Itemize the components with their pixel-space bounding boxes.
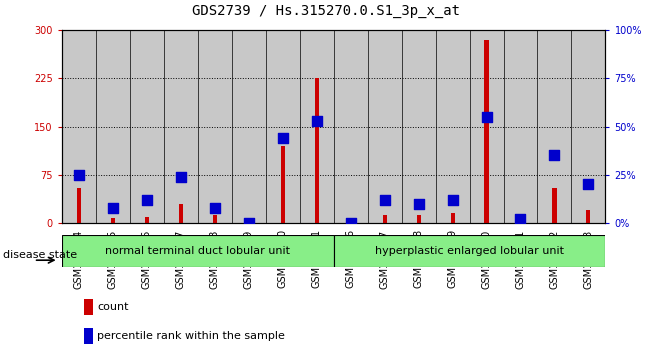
- Bar: [368, 30, 402, 223]
- Text: count: count: [97, 302, 129, 313]
- Point: [210, 205, 220, 210]
- Bar: [281, 146, 284, 223]
- Bar: [266, 30, 299, 223]
- Point: [583, 182, 594, 187]
- Bar: [450, 213, 454, 223]
- Bar: [314, 78, 319, 223]
- Text: hyperplastic enlarged lobular unit: hyperplastic enlarged lobular unit: [375, 246, 564, 256]
- Bar: [587, 210, 590, 223]
- Bar: [198, 30, 232, 223]
- Bar: [333, 235, 605, 267]
- Point: [447, 197, 458, 203]
- Bar: [232, 30, 266, 223]
- Bar: [164, 30, 198, 223]
- Bar: [402, 30, 436, 223]
- Bar: [538, 30, 572, 223]
- Bar: [96, 30, 130, 223]
- Point: [243, 220, 254, 226]
- Point: [413, 201, 424, 207]
- Bar: [553, 188, 557, 223]
- Bar: [436, 30, 469, 223]
- Bar: [83, 328, 93, 344]
- Bar: [484, 40, 488, 223]
- Bar: [417, 215, 421, 223]
- Bar: [299, 30, 333, 223]
- Bar: [503, 30, 538, 223]
- Bar: [145, 217, 149, 223]
- Point: [481, 114, 492, 120]
- Point: [107, 205, 118, 210]
- Bar: [213, 215, 217, 223]
- Text: GDS2739 / Hs.315270.0.S1_3p_x_at: GDS2739 / Hs.315270.0.S1_3p_x_at: [191, 4, 460, 18]
- Bar: [333, 30, 368, 223]
- Point: [311, 118, 322, 124]
- Bar: [62, 235, 333, 267]
- Bar: [77, 188, 81, 223]
- Point: [176, 174, 186, 179]
- Text: percentile rank within the sample: percentile rank within the sample: [97, 331, 285, 341]
- Bar: [111, 218, 115, 223]
- Bar: [83, 299, 93, 315]
- Point: [380, 197, 390, 203]
- Bar: [383, 215, 387, 223]
- Bar: [518, 218, 523, 223]
- Point: [549, 153, 560, 158]
- Point: [141, 197, 152, 203]
- Text: normal terminal duct lobular unit: normal terminal duct lobular unit: [105, 246, 290, 256]
- Point: [277, 135, 288, 141]
- Point: [516, 216, 526, 222]
- Bar: [572, 30, 605, 223]
- Point: [74, 172, 84, 178]
- Bar: [62, 30, 96, 223]
- Point: [346, 220, 356, 226]
- Bar: [348, 220, 353, 223]
- Bar: [179, 204, 183, 223]
- Bar: [247, 220, 251, 223]
- Bar: [469, 30, 503, 223]
- Bar: [130, 30, 164, 223]
- Text: disease state: disease state: [3, 250, 77, 260]
